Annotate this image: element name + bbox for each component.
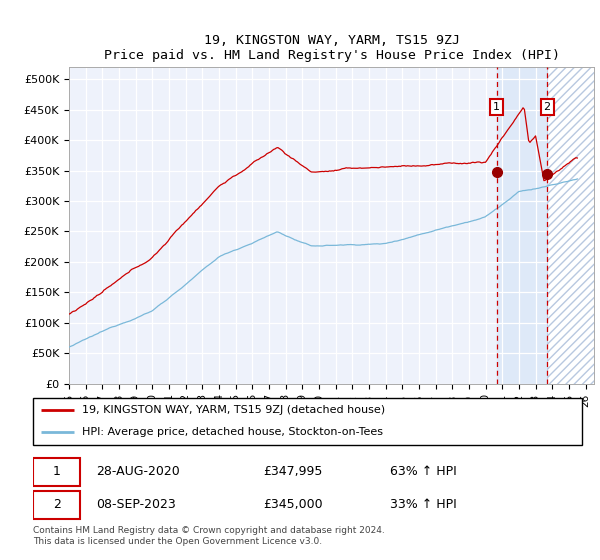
FancyBboxPatch shape (33, 458, 80, 486)
Text: Contains HM Land Registry data © Crown copyright and database right 2024.
This d: Contains HM Land Registry data © Crown c… (33, 526, 385, 546)
Text: 28-AUG-2020: 28-AUG-2020 (96, 465, 180, 478)
Text: 1: 1 (53, 465, 61, 478)
Text: 2: 2 (53, 498, 61, 511)
Text: £347,995: £347,995 (263, 465, 323, 478)
FancyBboxPatch shape (33, 398, 582, 445)
Text: 33% ↑ HPI: 33% ↑ HPI (390, 498, 457, 511)
Bar (547, 67, 594, 384)
Text: 63% ↑ HPI: 63% ↑ HPI (390, 465, 457, 478)
Text: 19, KINGSTON WAY, YARM, TS15 9ZJ (detached house): 19, KINGSTON WAY, YARM, TS15 9ZJ (detach… (82, 405, 386, 416)
Text: £345,000: £345,000 (263, 498, 323, 511)
Text: 2: 2 (544, 102, 551, 112)
FancyBboxPatch shape (33, 491, 80, 519)
Title: 19, KINGSTON WAY, YARM, TS15 9ZJ
Price paid vs. HM Land Registry's House Price I: 19, KINGSTON WAY, YARM, TS15 9ZJ Price p… (104, 34, 560, 62)
Text: 1: 1 (493, 102, 500, 112)
Text: HPI: Average price, detached house, Stockton-on-Tees: HPI: Average price, detached house, Stoc… (82, 427, 383, 437)
Bar (547, 67, 594, 384)
Bar (497, 67, 547, 384)
Text: 08-SEP-2023: 08-SEP-2023 (96, 498, 176, 511)
